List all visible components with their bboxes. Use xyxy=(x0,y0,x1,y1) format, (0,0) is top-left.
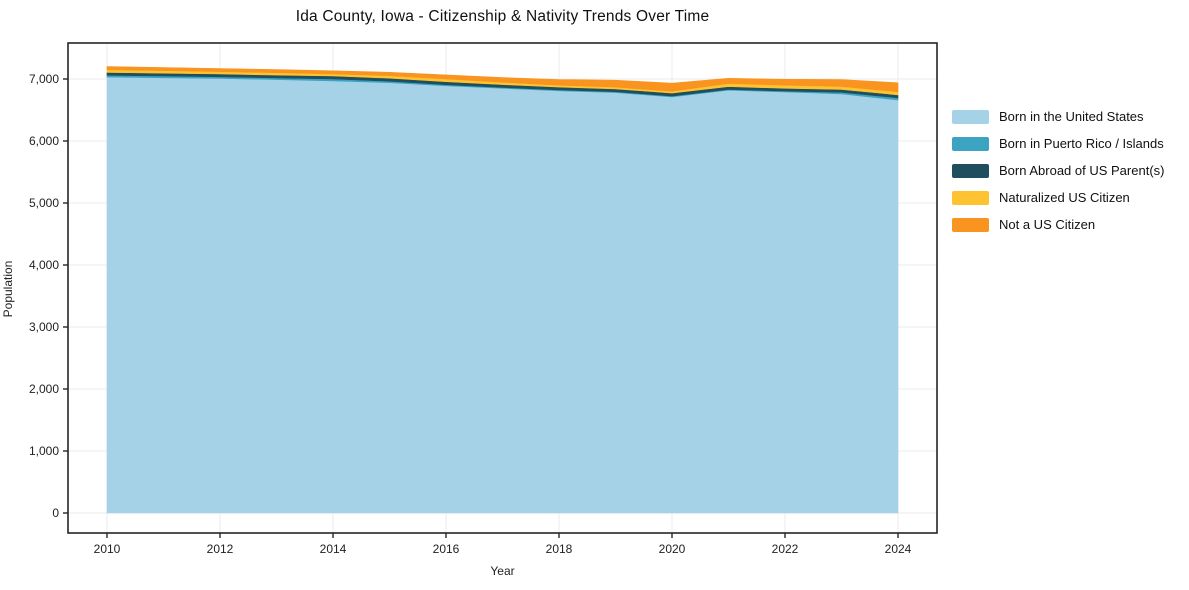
x-tick-label: 2016 xyxy=(433,542,460,556)
y-axis-title: Population xyxy=(1,260,15,318)
x-axis-title: Year xyxy=(490,564,515,578)
y-tick-label: 4,000 xyxy=(29,258,59,272)
x-tick-label: 2020 xyxy=(659,542,686,556)
x-tick-label: 2014 xyxy=(320,542,347,556)
legend-label: Born in Puerto Rico / Islands xyxy=(999,136,1164,151)
legend-item: Born Abroad of US Parent(s) xyxy=(952,157,1164,184)
legend-swatch xyxy=(952,190,989,205)
legend-label: Naturalized US Citizen xyxy=(999,190,1130,205)
x-tick-label: 2022 xyxy=(772,542,799,556)
x-tick-label: 2024 xyxy=(885,542,912,556)
area-series xyxy=(106,76,899,514)
area-series xyxy=(106,66,899,93)
y-tick-label: 2,000 xyxy=(29,382,59,396)
plot-frame xyxy=(67,42,938,534)
legend-item: Born in Puerto Rico / Islands xyxy=(952,130,1164,157)
y-tick-label: 0 xyxy=(52,506,59,520)
y-tick-label: 7,000 xyxy=(29,72,59,86)
legend-swatch xyxy=(952,109,989,124)
legend-swatch xyxy=(952,217,989,232)
legend-swatch xyxy=(952,163,989,178)
legend-item: Born in the United States xyxy=(952,103,1164,130)
legend-item: Naturalized US Citizen xyxy=(952,184,1164,211)
y-tick-label: 3,000 xyxy=(29,320,59,334)
x-tick-label: 2012 xyxy=(207,542,234,556)
legend-label: Not a US Citizen xyxy=(999,217,1096,232)
y-tick-label: 6,000 xyxy=(29,134,59,148)
y-tick-label: 1,000 xyxy=(29,444,59,458)
chart-title: Ida County, Iowa - Citizenship & Nativit… xyxy=(295,8,710,25)
legend: Born in the United States Born in Puerto … xyxy=(952,103,1164,238)
x-tick-label: 2018 xyxy=(546,542,573,556)
legend-label: Born Abroad of US Parent(s) xyxy=(999,163,1165,178)
legend-swatch xyxy=(952,136,989,151)
legend-label: Born in the United States xyxy=(999,109,1144,124)
legend-item: Not a US Citizen xyxy=(952,211,1164,238)
x-tick-label: 2010 xyxy=(94,542,121,556)
y-tick-label: 5,000 xyxy=(29,196,59,210)
